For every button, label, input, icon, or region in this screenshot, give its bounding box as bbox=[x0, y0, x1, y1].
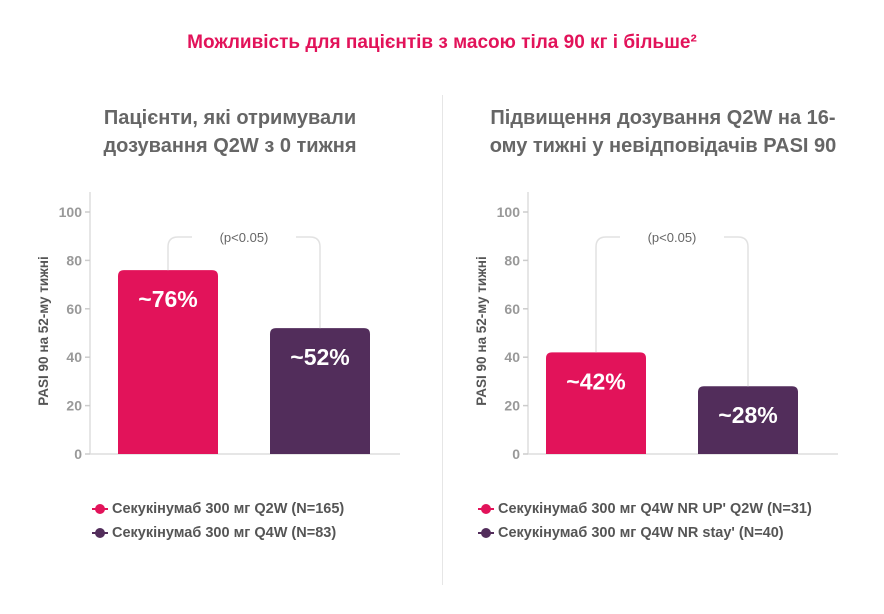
data-label: ~76% bbox=[138, 286, 197, 312]
legend-item: Секукінумаб 300 мг Q2W (N=165) bbox=[92, 497, 344, 521]
bar bbox=[546, 352, 646, 454]
legend-2: Секукінумаб 300 мг Q4W NR UP' Q2W (N=31)… bbox=[478, 497, 812, 545]
legend-item: Секукінумаб 300 мг Q4W NR UP' Q2W (N=31) bbox=[478, 497, 812, 521]
y-tick-label: 100 bbox=[497, 204, 521, 220]
y-tick-label: 80 bbox=[66, 252, 82, 268]
p-value-annotation: (p<0.05) bbox=[648, 230, 697, 245]
bar bbox=[270, 328, 370, 454]
legend-label: Секукінумаб 300 мг Q4W NR UP' Q2W (N=31) bbox=[498, 501, 812, 517]
purple-marker-icon bbox=[92, 528, 108, 538]
data-label: ~52% bbox=[290, 344, 349, 370]
y-tick-label: 40 bbox=[504, 349, 520, 365]
legend-item: Секукінумаб 300 мг Q4W NR stay' (N=40) bbox=[478, 521, 812, 545]
legend-label: Секукінумаб 300 мг Q2W (N=165) bbox=[112, 501, 345, 517]
divider bbox=[442, 95, 443, 585]
y-tick-label: 20 bbox=[66, 398, 82, 414]
pink-marker-icon bbox=[92, 504, 108, 514]
chart-1-title: Пацієнти, які отримували дозування Q2W з… bbox=[103, 107, 357, 157]
y-axis-label: PASI 90 на 52-му тижні bbox=[474, 256, 489, 405]
significance-bracket bbox=[167, 236, 321, 329]
y-tick-label: 80 bbox=[504, 252, 520, 268]
y-tick-label: 60 bbox=[66, 301, 82, 317]
legend-item: Секукінумаб 300 мг Q4W (N=83) bbox=[92, 521, 344, 545]
y-tick-label: 0 bbox=[74, 446, 82, 462]
y-tick-label: 60 bbox=[504, 301, 520, 317]
page-title: Можливість для пацієнтів з масою тіла 90… bbox=[187, 32, 697, 53]
data-label: ~28% bbox=[718, 402, 777, 428]
p-value-annotation: (p<0.05) bbox=[220, 230, 269, 245]
y-tick-label: 100 bbox=[59, 204, 83, 220]
purple-marker-icon bbox=[478, 528, 494, 538]
chart-2-title: Підвищення дозування Q2W на 16-ому тижні… bbox=[489, 107, 837, 157]
legend-label: Секукінумаб 300 мг Q4W NR stay' (N=40) bbox=[498, 525, 784, 541]
data-label: ~42% bbox=[566, 368, 625, 394]
pink-marker-icon bbox=[478, 504, 494, 514]
y-tick-label: 20 bbox=[504, 398, 520, 414]
bar bbox=[698, 386, 798, 454]
y-tick-label: 0 bbox=[512, 446, 520, 462]
y-tick-label: 40 bbox=[66, 349, 82, 365]
bar bbox=[118, 270, 218, 454]
significance-bracket bbox=[595, 236, 749, 387]
y-axis-label: PASI 90 на 52-му тижні bbox=[36, 256, 51, 405]
legend-1: Секукінумаб 300 мг Q2W (N=165) Секукінум… bbox=[92, 497, 344, 545]
legend-label: Секукінумаб 300 мг Q4W (N=83) bbox=[112, 525, 337, 541]
